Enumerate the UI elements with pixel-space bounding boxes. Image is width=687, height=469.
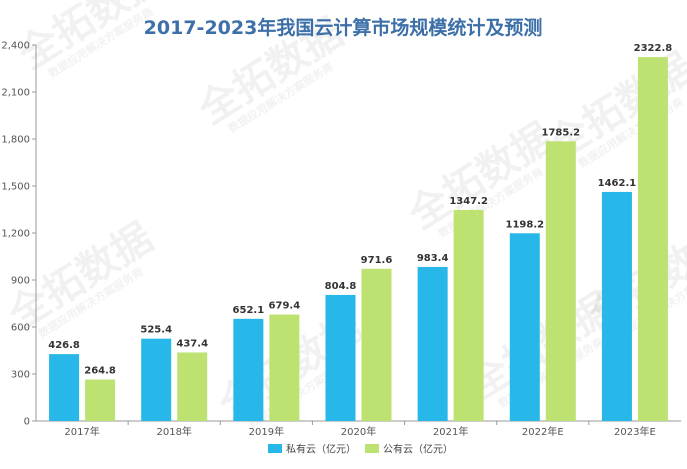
- x-tick-label: 2018年: [156, 425, 191, 438]
- x-tick-label: 2017年: [64, 425, 99, 438]
- data-label: 652.1: [233, 305, 265, 316]
- x-tick-label: 2019年: [249, 425, 284, 438]
- private-cloud-bar: [601, 191, 632, 421]
- data-label: 525.4: [140, 325, 172, 336]
- x-tick-label: 2023年E: [614, 425, 656, 438]
- data-label: 804.8: [325, 281, 357, 292]
- legend-label: 公有云（亿元）: [383, 443, 453, 456]
- data-label: 264.8: [84, 366, 116, 377]
- y-tick-label: 1,500: [1, 182, 30, 193]
- legend: 私有云（亿元） 公有云（亿元）: [268, 443, 453, 456]
- data-label: 983.4: [417, 253, 449, 264]
- data-label: 1462.1: [598, 178, 637, 189]
- private-cloud-bar: [49, 354, 80, 421]
- y-tick-label: 600: [11, 323, 30, 334]
- public-cloud-bar: [85, 379, 116, 421]
- data-label: 679.4: [269, 301, 301, 312]
- y-tick-label: 900: [11, 276, 30, 287]
- y-tick-label: 1,800: [1, 135, 30, 146]
- y-tick-label: 2,100: [1, 88, 30, 99]
- x-tick-label: 2022年E: [522, 425, 564, 438]
- y-tick-label: 0: [24, 417, 30, 428]
- private-cloud-bar: [325, 294, 356, 421]
- public-cloud-bar: [269, 314, 300, 421]
- data-label: 426.8: [48, 340, 80, 351]
- public-cloud-bar: [637, 57, 668, 421]
- private-cloud-bar: [233, 318, 264, 421]
- private-cloud-bar: [141, 338, 172, 421]
- axes: 0 300 600 900 1,200 1,500 1,800 2,100 2,400 2017年…: [1, 41, 681, 438]
- data-label: 1785.2: [541, 127, 580, 138]
- public-cloud-bar: [453, 209, 484, 421]
- data-label: 2322.8: [634, 43, 673, 54]
- legend-swatch: [365, 444, 379, 453]
- data-label: 437.4: [176, 338, 208, 349]
- chart-title: 2017-2023年我国云计算市场规模统计及预测: [144, 16, 543, 39]
- y-tick-label: 2,400: [1, 41, 30, 52]
- legend-swatch: [268, 444, 282, 453]
- data-label: 1347.2: [449, 196, 488, 207]
- legend-label: 私有云（亿元）: [286, 443, 356, 456]
- public-cloud-bar: [177, 352, 208, 421]
- private-cloud-bar: [509, 233, 540, 421]
- x-tick-label: 2021年: [433, 425, 468, 438]
- public-cloud-bar: [545, 141, 576, 421]
- bars: 426.8 525.4 652.1 804.8 983.4 1198.2 1462.1 264…: [48, 43, 672, 421]
- private-cloud-bar: [417, 266, 448, 421]
- y-tick-label: 1,200: [1, 229, 30, 240]
- x-tick-label: 2020年: [341, 425, 376, 438]
- y-tick-label: 300: [11, 370, 30, 381]
- public-cloud-bar: [361, 268, 392, 421]
- data-label: 971.6: [361, 255, 393, 266]
- data-label: 1198.2: [505, 219, 544, 230]
